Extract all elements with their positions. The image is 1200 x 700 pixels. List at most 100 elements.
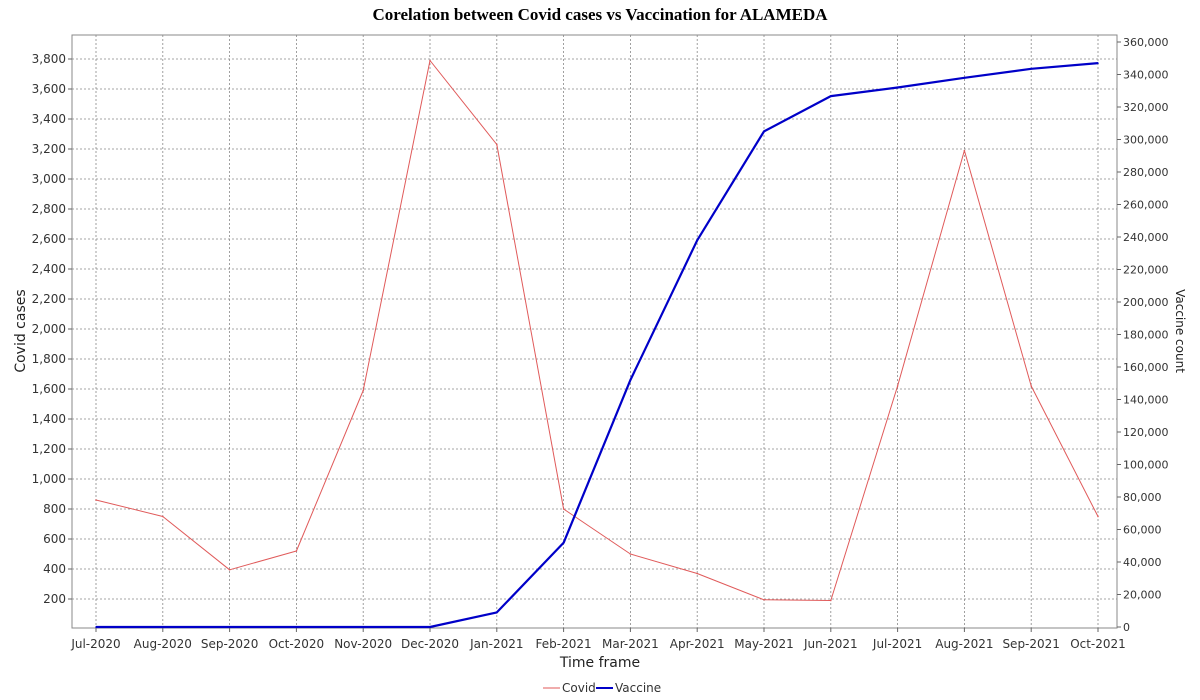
y2-axis-title: Vaccine count xyxy=(1173,289,1187,373)
x-tick-label: Aug-2020 xyxy=(134,637,192,651)
y2-tick-label: 180,000 xyxy=(1123,329,1169,342)
x-axis-title: Time frame xyxy=(559,655,640,671)
y-tick-label: 1,200 xyxy=(32,442,66,456)
x-tick-label: Oct-2021 xyxy=(1070,637,1126,651)
left-axis: 200 400 600 800 1,000 1,200 1,400 1,600 1,800 2,0… xyxy=(32,52,72,606)
data-point-covid xyxy=(963,149,966,152)
y-tick-label: 1,000 xyxy=(32,472,66,486)
x-tick-label: Jan-2021 xyxy=(469,637,523,651)
x-tick-label: Jul-2020 xyxy=(70,637,120,651)
data-point-covid xyxy=(362,389,365,392)
y-tick-label: 2,000 xyxy=(32,322,66,336)
series-line-vaccine xyxy=(96,62,1099,629)
x-tick-label: Sep-2020 xyxy=(201,637,259,651)
y-tick-label: 1,600 xyxy=(32,382,66,396)
y2-tick-label: 60,000 xyxy=(1123,524,1162,537)
x-tick-label: Nov-2020 xyxy=(334,637,392,651)
x-tick-label: Aug-2021 xyxy=(935,637,993,651)
x-tick-label: Feb-2021 xyxy=(536,637,592,651)
y2-tick-label: 160,000 xyxy=(1123,361,1169,374)
legend-label-covid: Covid xyxy=(562,681,596,695)
series-line-covid xyxy=(95,60,1099,601)
data-point-vaccine xyxy=(295,626,298,628)
data-point-vaccine xyxy=(830,95,832,97)
y-axis-title: Covid cases xyxy=(13,289,29,372)
y-tick-label: 3,200 xyxy=(32,142,66,156)
data-point-vaccine xyxy=(763,130,765,133)
data-point-vaccine xyxy=(95,626,97,628)
data-point-vaccine xyxy=(696,239,698,242)
y-tick-label: 1,800 xyxy=(32,352,66,366)
data-point-covid xyxy=(896,385,899,387)
data-point-vaccine xyxy=(629,379,632,381)
data-point-vaccine xyxy=(362,626,365,628)
y-tick-label: 600 xyxy=(43,532,66,546)
y-tick-label: 2,400 xyxy=(32,262,66,276)
y2-tick-label: 240,000 xyxy=(1123,231,1169,244)
y-tick-label: 1,400 xyxy=(32,412,66,426)
data-point-vaccine xyxy=(1097,62,1099,64)
y2-tick-label: 100,000 xyxy=(1123,459,1169,472)
y2-tick-label: 120,000 xyxy=(1123,426,1169,439)
right-axis: 0 20,000 40,000 60,000 80,000 100,000 120,000 1… xyxy=(1117,36,1169,634)
data-point-vaccine xyxy=(896,86,899,89)
y2-tick-label: 340,000 xyxy=(1123,69,1169,82)
y-tick-label: 3,800 xyxy=(32,52,66,66)
data-point-covid xyxy=(228,568,231,571)
y-tick-label: 200 xyxy=(43,592,66,606)
data-point-covid xyxy=(162,515,164,518)
y-tick-label: 3,600 xyxy=(32,82,66,96)
data-point-vaccine xyxy=(496,611,498,614)
data-point-covid xyxy=(830,599,832,602)
y2-tick-label: 140,000 xyxy=(1123,394,1169,407)
x-tick-label: May-2021 xyxy=(734,637,793,651)
y2-tick-label: 260,000 xyxy=(1123,199,1169,212)
data-point-covid xyxy=(295,550,298,552)
y2-tick-label: 300,000 xyxy=(1123,134,1169,147)
data-point-covid xyxy=(429,59,431,62)
y-tick-label: 2,200 xyxy=(32,292,66,306)
x-tick-label: Oct-2020 xyxy=(269,637,325,651)
y-tick-label: 3,000 xyxy=(32,172,66,186)
y2-tick-label: 20,000 xyxy=(1123,589,1162,602)
y2-tick-label: 220,000 xyxy=(1123,264,1169,277)
y2-tick-label: 80,000 xyxy=(1123,491,1162,504)
data-point-covid xyxy=(696,572,698,575)
data-point-vaccine xyxy=(162,626,164,628)
data-point-vaccine xyxy=(429,626,431,628)
x-tick-label: Sep-2021 xyxy=(1002,637,1060,651)
data-point-vaccine xyxy=(1030,68,1032,70)
x-tick-label: Jun-2021 xyxy=(803,637,858,651)
plot-area xyxy=(71,34,1118,629)
y2-tick-label: 320,000 xyxy=(1123,101,1169,114)
y2-tick-label: 0 xyxy=(1123,621,1130,634)
y2-tick-label: 200,000 xyxy=(1123,296,1169,309)
series-layer xyxy=(95,59,1099,629)
data-point-covid xyxy=(629,553,632,555)
legend: Covid Vaccine xyxy=(543,681,661,695)
x-tick-label: Apr-2021 xyxy=(670,637,725,651)
x-axis: Jul-2020 Aug-2020 Sep-2020 Oct-2020 Nov-2020… xyxy=(70,628,1126,651)
data-point-vaccine xyxy=(963,76,966,79)
data-point-covid xyxy=(496,143,498,146)
data-point-covid xyxy=(95,499,97,501)
y2-tick-label: 360,000 xyxy=(1123,36,1169,49)
x-tick-label: Jul-2021 xyxy=(872,637,922,651)
data-point-vaccine xyxy=(562,542,565,544)
y-tick-label: 2,600 xyxy=(32,232,66,246)
data-point-covid xyxy=(1097,515,1099,518)
legend-label-vaccine: Vaccine xyxy=(615,681,661,695)
y2-tick-label: 280,000 xyxy=(1123,166,1169,179)
data-point-vaccine xyxy=(228,626,231,628)
data-point-covid xyxy=(1030,385,1032,387)
y-tick-label: 3,400 xyxy=(32,112,66,126)
y2-tick-label: 40,000 xyxy=(1123,556,1162,569)
data-point-covid xyxy=(763,598,765,601)
data-point-covid xyxy=(562,508,565,510)
y-tick-label: 400 xyxy=(43,562,66,576)
y-tick-label: 800 xyxy=(43,502,66,516)
y-tick-label: 2,800 xyxy=(32,202,66,216)
grid xyxy=(72,35,1117,628)
chart-title: Corelation between Covid cases vs Vaccin… xyxy=(372,5,828,24)
x-tick-label: Mar-2021 xyxy=(602,637,659,651)
